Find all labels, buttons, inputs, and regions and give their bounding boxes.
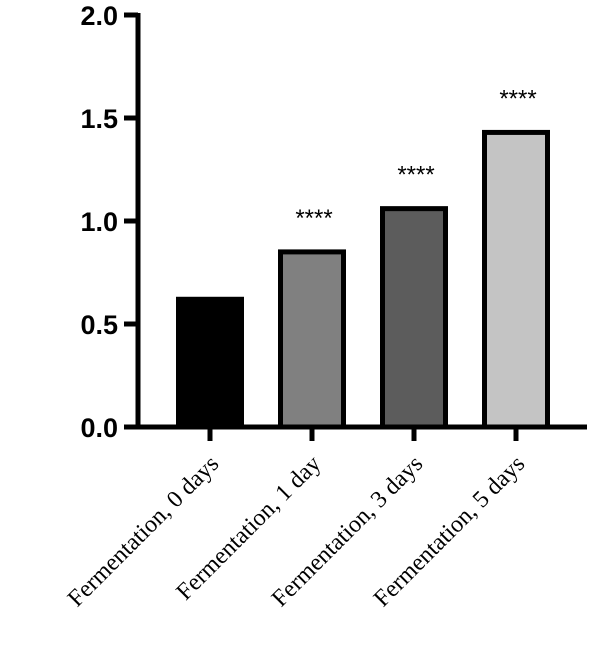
- bar: [278, 249, 346, 430]
- y-tick-label: 0.0: [80, 413, 118, 443]
- bar: [482, 129, 550, 430]
- significance-label: ****: [295, 205, 332, 232]
- y-tick-label: 1.5: [80, 104, 118, 134]
- bars: [176, 129, 550, 430]
- y-tick-label: 2.0: [80, 1, 118, 31]
- significance-label: ****: [397, 162, 434, 189]
- bar: [176, 296, 244, 430]
- y-tick-label: 0.5: [80, 310, 118, 340]
- significance-labels: **** **** ****: [295, 85, 536, 231]
- y-axis: 0.0 0.5 1.0 1.5 2.0: [80, 1, 141, 443]
- bar: [380, 206, 448, 430]
- y-tick-label: 1.0: [80, 207, 118, 237]
- significance-label: ****: [499, 85, 536, 112]
